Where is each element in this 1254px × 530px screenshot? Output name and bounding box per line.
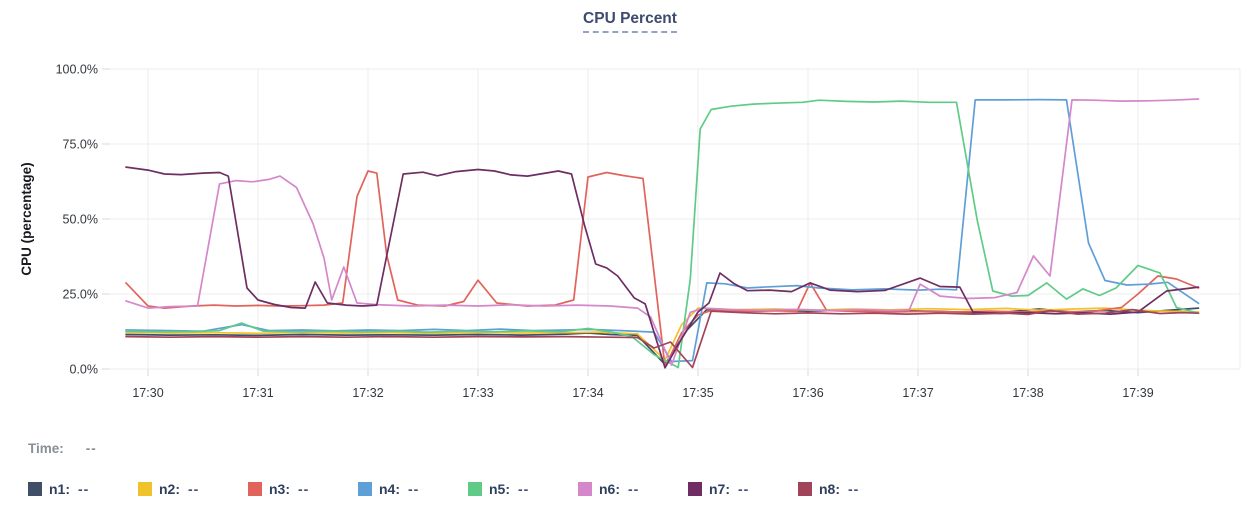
y-tick-label: 25.0% — [63, 288, 98, 302]
legend-label: n1: — [49, 481, 70, 497]
legend-item-n5[interactable]: n5: -- — [468, 481, 548, 497]
series-line-n4 — [125, 98, 1200, 363]
legend-label: n7: — [709, 481, 730, 497]
legend-label: n6: — [599, 481, 620, 497]
x-tick-label: 17:36 — [792, 386, 823, 400]
series-lines — [125, 98, 1200, 369]
x-tick-label: 17:39 — [1122, 386, 1153, 400]
legend-value: -- — [518, 481, 530, 497]
chart-header: CPU Percent — [30, 10, 1230, 33]
legend-swatch-n5 — [468, 482, 482, 496]
x-tick-label: 17:34 — [572, 386, 603, 400]
legend-swatch-n3 — [248, 482, 262, 496]
legend-item-n2[interactable]: n2: -- — [138, 481, 218, 497]
x-tick-label: 17:30 — [132, 386, 163, 400]
legend-swatch-n6 — [578, 482, 592, 496]
axis-labels: 100.0% 75.0% 50.0% 25.0% 0.0% 17:30 17:31 17:32… — [19, 63, 1154, 401]
time-label: Time: — [28, 441, 64, 456]
time-value: -- — [85, 441, 97, 456]
legend-swatch-n8 — [798, 482, 812, 496]
x-tick-label: 17:37 — [902, 386, 933, 400]
time-row: Time: -- — [28, 441, 97, 456]
legend-value: -- — [628, 481, 640, 497]
series-line-n2 — [125, 307, 1200, 361]
axis-ticks — [102, 68, 1139, 376]
legend-label: n8: — [819, 481, 840, 497]
legend-item-n1[interactable]: n1: -- — [28, 481, 108, 497]
legend-swatch-n7 — [688, 482, 702, 496]
y-tick-label: 0.0% — [70, 363, 99, 377]
legend-swatch-n4 — [358, 482, 372, 496]
x-tick-label: 17:31 — [242, 386, 273, 400]
y-axis-title: CPU (percentage) — [19, 162, 34, 275]
legend-label: n5: — [489, 481, 510, 497]
legend-value: -- — [298, 481, 310, 497]
legend-value: -- — [738, 481, 750, 497]
legend-item-n4[interactable]: n4: -- — [358, 481, 438, 497]
chart-legend: n1: -- n2: -- n3: -- n4: -- n5: -- n6: -- n7: -- n8: -- — [28, 481, 878, 497]
legend-swatch-n1 — [28, 482, 42, 496]
legend-label: n4: — [379, 481, 400, 497]
y-tick-label: 75.0% — [63, 138, 98, 152]
series-line-n8 — [125, 308, 1200, 369]
y-tick-label: 100.0% — [56, 63, 98, 77]
legend-item-n7[interactable]: n7: -- — [688, 481, 768, 497]
legend-value: -- — [78, 481, 90, 497]
legend-value: -- — [188, 481, 200, 497]
gridlines — [110, 68, 1241, 370]
x-tick-label: 17:32 — [352, 386, 383, 400]
legend-swatch-n2 — [138, 482, 152, 496]
series-line-n7 — [125, 166, 1200, 369]
series-line-n6 — [125, 98, 1200, 366]
legend-value: -- — [408, 481, 420, 497]
legend-item-n3[interactable]: n3: -- — [248, 481, 328, 497]
legend-label: n2: — [159, 481, 180, 497]
chart-title[interactable]: CPU Percent — [583, 10, 677, 33]
legend-label: n3: — [269, 481, 290, 497]
cpu-percent-chart[interactable]: 100.0% 75.0% 50.0% 25.0% 0.0% 17:30 17:31 17:32… — [0, 0, 1254, 420]
x-tick-label: 17:38 — [1012, 386, 1043, 400]
y-tick-label: 50.0% — [63, 213, 98, 227]
legend-item-n6[interactable]: n6: -- — [578, 481, 658, 497]
x-tick-label: 17:35 — [682, 386, 713, 400]
legend-value: -- — [848, 481, 860, 497]
legend-item-n8[interactable]: n8: -- — [798, 481, 878, 497]
x-tick-label: 17:33 — [462, 386, 493, 400]
series-line-n5 — [125, 99, 1200, 369]
